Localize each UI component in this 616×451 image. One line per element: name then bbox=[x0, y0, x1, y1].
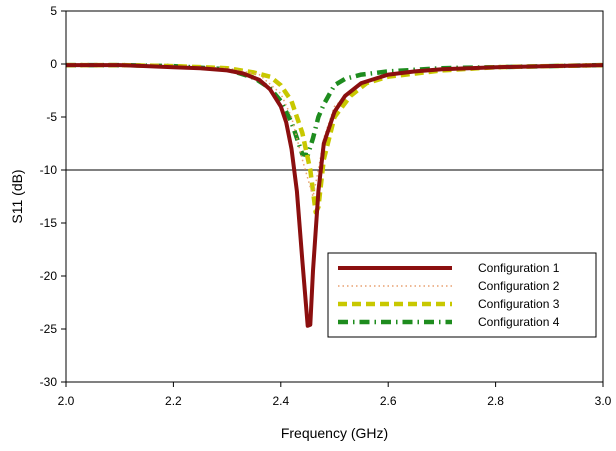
y-axis-title: S11 (dB) bbox=[9, 169, 25, 223]
y-tick-label: -20 bbox=[40, 269, 58, 283]
x-tick-label: 2.6 bbox=[380, 394, 397, 408]
series-line-configuration-1 bbox=[66, 63, 604, 328]
x-axis-title: Frequency (GHz) bbox=[281, 425, 388, 441]
legend: Configuration 1 Configuration 2 Configurat… bbox=[327, 252, 597, 338]
x-tick-label: 2.4 bbox=[272, 394, 289, 408]
legend-label-configuration-4: Configuration 4 bbox=[478, 315, 560, 329]
y-tick-label: 5 bbox=[50, 4, 57, 18]
ticks-layer: 5 0 -5 -10 -15 -20 -25 -302.0 2.2 2.4 2.6 2.8 3.0 bbox=[40, 4, 612, 408]
x-tick-label: 2.0 bbox=[58, 394, 75, 408]
x-tick-label: 2.8 bbox=[487, 394, 504, 408]
y-tick-label: -5 bbox=[46, 110, 57, 124]
y-tick-label: -10 bbox=[40, 163, 58, 177]
plot-frame bbox=[65, 10, 604, 383]
y-tick-label: 0 bbox=[50, 57, 57, 71]
legend-label-configuration-2: Configuration 2 bbox=[478, 279, 560, 293]
legend-label-configuration-3: Configuration 3 bbox=[478, 297, 560, 311]
series-layer bbox=[66, 62, 604, 328]
y-tick-label: -30 bbox=[40, 375, 58, 389]
y-tick-label: -25 bbox=[40, 322, 58, 336]
y-tick-label: -15 bbox=[40, 216, 58, 230]
legend-label-configuration-1: Configuration 1 bbox=[478, 261, 560, 275]
x-tick-label: 2.2 bbox=[165, 394, 182, 408]
x-tick-label: 3.0 bbox=[595, 394, 612, 408]
